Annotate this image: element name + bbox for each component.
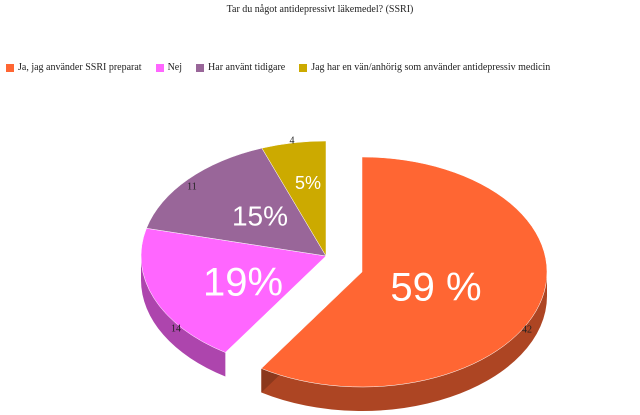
pct-label-nej: 19% — [203, 261, 283, 305]
legend-item-tidigare: Har använt tidigare — [196, 62, 285, 73]
legend-label: Jag har en vän/anhörig som använder anti… — [311, 62, 551, 73]
legend: Ja, jag använder SSRI preparat Nej Har a… — [6, 62, 636, 73]
legend-swatch — [6, 63, 14, 72]
legend-item-anhorig: Jag har en vän/anhörig som använder anti… — [299, 62, 550, 73]
slice-nej — [140, 228, 327, 353]
legend-label: Har använt tidigare — [208, 62, 286, 73]
count-label-ja: 42 — [522, 324, 532, 335]
slice-side-nej — [141, 256, 226, 377]
legend-label: Nej — [167, 62, 183, 73]
slice-side-ja — [261, 272, 547, 411]
legend-swatch — [196, 63, 205, 72]
pct-label-tidigare: 15% — [232, 200, 288, 231]
slice-ja — [260, 156, 548, 388]
slice-anhorig — [261, 140, 327, 257]
pie-tops — [140, 140, 548, 388]
slice-tidigare — [146, 147, 327, 257]
count-label-tidigare: 11 — [187, 181, 197, 192]
legend-swatch — [299, 63, 308, 72]
chart-title: Tar du något antidepressivt läkemedel? (… — [226, 4, 414, 15]
pct-label-anhorig: 5% — [295, 173, 321, 193]
pie-labels: 59 % 42 19% 14 15% 11 5% 4 — [171, 135, 532, 335]
count-label-anhorig: 4 — [290, 135, 295, 146]
legend-label: Ja, jag använder SSRI preparat — [18, 62, 142, 73]
pct-label-ja: 59 % — [390, 266, 481, 310]
legend-item-nej: Nej — [155, 62, 183, 73]
legend-swatch — [155, 63, 164, 72]
legend-item-ja: Ja, jag använder SSRI preparat — [6, 62, 142, 73]
count-label-nej: 14 — [171, 323, 181, 334]
